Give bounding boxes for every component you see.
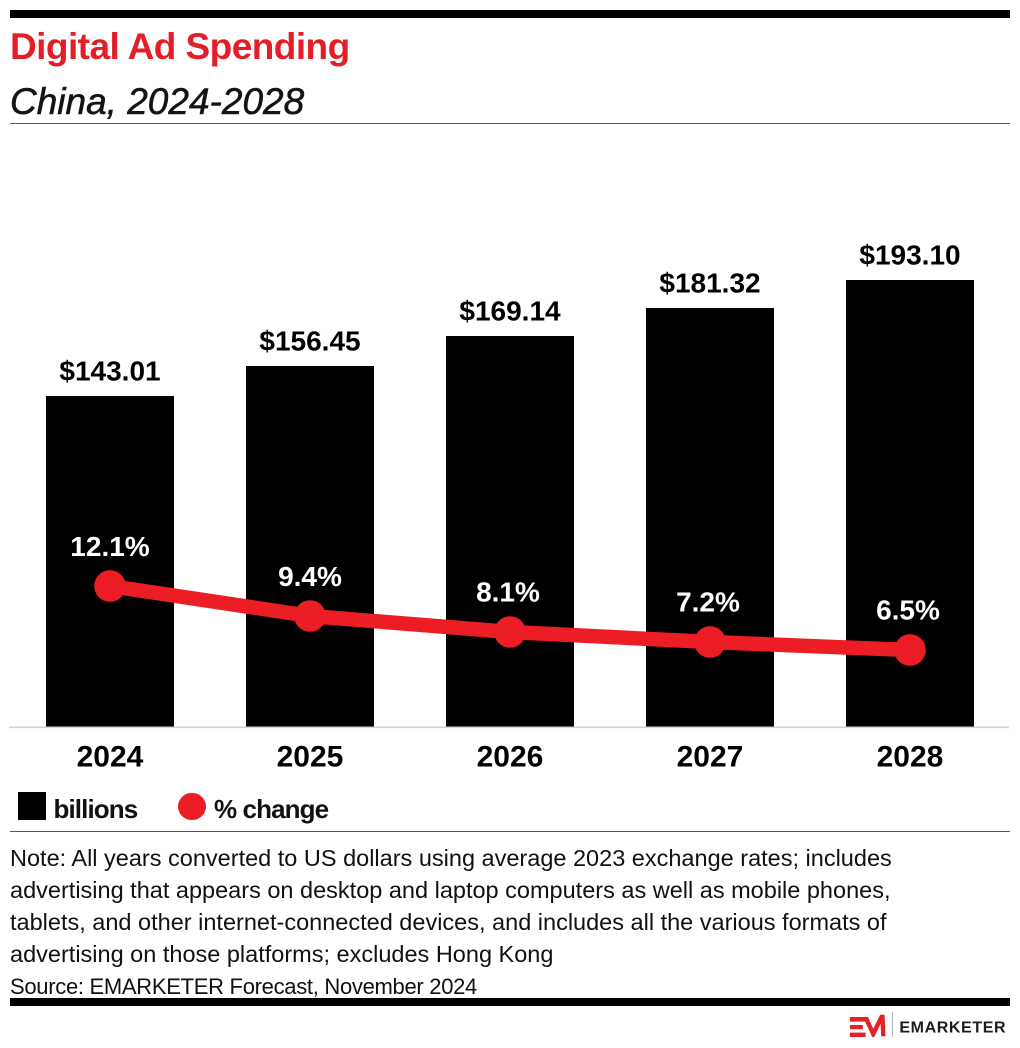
svg-text:7.2%: 7.2% bbox=[676, 586, 740, 617]
svg-text:2024: 2024 bbox=[77, 741, 144, 774]
svg-text:9.4%: 9.4% bbox=[278, 561, 342, 592]
svg-text:8.1%: 8.1% bbox=[476, 576, 540, 607]
svg-text:$156.45: $156.45 bbox=[259, 325, 360, 356]
svg-text:$169.14: $169.14 bbox=[459, 295, 561, 326]
svg-text:EMARKETER: EMARKETER bbox=[899, 1019, 1006, 1036]
svg-text:12.1%: 12.1% bbox=[70, 531, 149, 562]
svg-text:2025: 2025 bbox=[277, 741, 344, 774]
svg-text:$143.01: $143.01 bbox=[59, 355, 160, 386]
svg-text:$181.32: $181.32 bbox=[659, 267, 760, 298]
svg-text:2028: 2028 bbox=[877, 741, 944, 774]
svg-text:2027: 2027 bbox=[677, 741, 744, 774]
svg-text:$193.10: $193.10 bbox=[859, 239, 960, 270]
svg-text:6.5%: 6.5% bbox=[876, 594, 940, 625]
svg-text:2026: 2026 bbox=[477, 741, 544, 774]
